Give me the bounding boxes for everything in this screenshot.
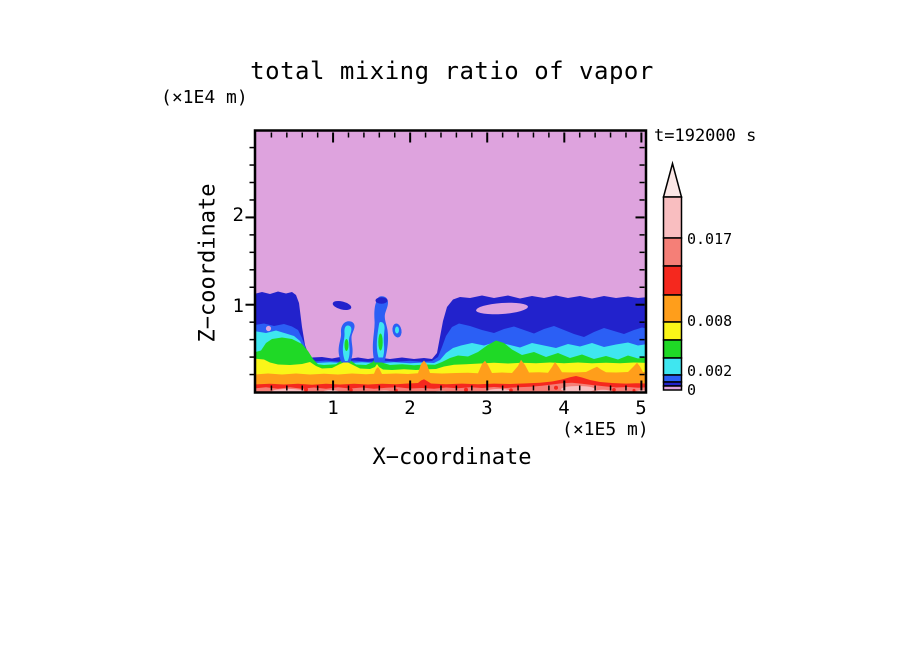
colorbar-label-0: 0 <box>687 380 697 399</box>
x-tick-label-3: 3 <box>481 397 493 419</box>
z-axis-unit-label: (×1E4 m) <box>161 87 248 108</box>
contour-field <box>256 131 646 392</box>
plum-dot <box>265 325 272 332</box>
plum-notch <box>476 302 528 315</box>
surface-red-speckles <box>304 385 636 392</box>
plot-title: total mixing ratio of vapor <box>250 57 654 85</box>
x-axis-title: X−coordinate <box>372 445 532 470</box>
moist-plume-2 <box>372 296 389 363</box>
x-tick-label-5: 5 <box>635 397 647 419</box>
colorbar-label-0002: 0.002 <box>687 362 733 380</box>
x-tick-label-1: 1 <box>327 397 339 419</box>
z-tick-label-2: 2 <box>232 204 244 226</box>
z-axis-title: Z−coordinate <box>195 183 221 343</box>
colorbar-label-0008: 0.008 <box>687 312 733 330</box>
small-moist-blob <box>392 323 402 338</box>
z-tick-label-1: 1 <box>232 295 244 317</box>
colorbar-overflow-arrow <box>662 160 683 198</box>
colorbar-label-0017: 0.017 <box>687 230 733 248</box>
moist-plume-1 <box>338 321 355 363</box>
colorbar <box>662 160 683 391</box>
x-tick-label-4: 4 <box>558 397 570 419</box>
x-tick-label-2: 2 <box>404 397 416 419</box>
plot-border <box>253 129 648 394</box>
timestamp-label: t=192000 s <box>654 126 757 146</box>
navy-sliver <box>332 300 352 311</box>
x-axis-unit-label: (×1E5 m) <box>562 419 649 440</box>
axis-ticks <box>245 132 645 391</box>
